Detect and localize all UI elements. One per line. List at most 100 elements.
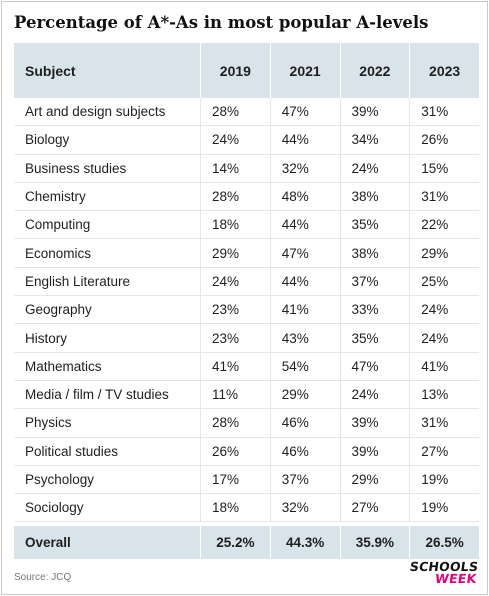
value-cell: 14% [200,154,270,183]
value-cell: 24% [339,154,410,183]
value-cell: 35% [339,324,410,353]
subject-cell: Sociology [14,494,200,523]
table-row: Media / film / TV studies 11% 29% 24% 13% [14,380,479,410]
table-row: Political studies 26% 46% 39% 27% [14,437,479,466]
subject-cell: Chemistry [14,183,200,212]
value-cell: 25.2% [200,526,270,560]
value-cell: 18% [200,494,270,523]
value-cell: 29% [269,380,340,410]
value-cell: 17% [200,465,270,495]
value-cell: 18% [200,211,270,240]
table-row: Economics 29% 47% 38% 29% [14,239,479,268]
table-row: History 23% 43% 35% 24% [14,324,479,353]
value-cell: 32% [269,154,340,183]
value-cell: 27% [409,437,479,466]
value-cell: 39% [339,98,410,127]
subject-cell: Computing [14,211,200,240]
subject-cell: Physics [14,409,200,438]
table-row: Art and design subjects 28% 47% 39% 31% [14,98,479,127]
table-row: Computing 18% 44% 35% 22% [14,211,479,240]
value-cell: 31% [409,98,479,127]
value-cell: 35.9% [339,526,410,560]
value-cell: 38% [339,239,410,268]
subject-cell: Art and design subjects [14,98,200,127]
table-row: Business studies 14% 32% 24% 15% [14,154,479,183]
table-row: Biology 24% 44% 34% 26% [14,126,479,155]
value-cell: 23% [200,296,270,325]
table-row: Geography 23% 41% 33% 24% [14,296,479,325]
value-cell: 35% [339,211,410,240]
table-row: Mathematics 41% 54% 47% 41% [14,352,479,381]
logo-line-2: WEEK [433,571,478,586]
value-cell: 27% [339,494,410,523]
value-cell: 15% [409,154,479,183]
value-cell: 28% [200,98,270,127]
value-cell: 24% [339,380,410,410]
value-cell: 2023 [409,43,479,98]
value-cell: 24% [409,324,479,353]
value-cell: 24% [200,126,270,155]
value-cell: 2021 [269,43,340,98]
value-cell: 39% [339,437,410,466]
value-cell: 29% [409,239,479,268]
subject-cell: Media / film / TV studies [14,381,200,410]
value-cell: 24% [200,267,270,297]
value-cell: 26.5% [409,526,479,560]
schools-week-logo: SCHOOLS WEEK [407,559,479,586]
value-cell: 44% [269,126,340,155]
subject-cell: Economics [14,239,200,268]
value-cell: 24% [409,296,479,325]
value-cell: 44% [269,211,340,240]
subject-cell: Mathematics [14,353,200,381]
table-row: Physics 28% 46% 39% 31% [14,409,479,438]
subject-cell: Subject [25,62,76,79]
table-header-row: Subject 2019 2021 2022 2023 [14,43,479,98]
value-cell: 22% [409,211,479,240]
value-cell: 11% [200,380,270,410]
value-cell: 39% [339,409,410,438]
value-cell: 48% [269,182,340,212]
value-cell: 26% [200,437,270,466]
source-note: Source: JCQ [14,572,72,583]
subject-cell: Geography [14,296,200,325]
value-cell: 47% [269,239,340,268]
value-cell: 43% [269,324,340,353]
value-cell: 34% [339,126,410,155]
subject-cell: Overall [25,535,71,551]
value-cell: 32% [269,494,340,523]
value-cell: 41% [269,296,340,325]
subject-cell: History [14,324,200,353]
value-cell: 37% [339,267,410,297]
subject-cell: Psychology [14,466,200,495]
value-cell: 29% [339,465,410,495]
subject-cell: Political studies [14,438,200,466]
table-row: Psychology 17% 37% 29% 19% [14,465,479,495]
value-cell: 26% [409,126,479,155]
chart-title: Percentage of A*-As in most popular A-le… [14,13,429,32]
value-cell: 38% [339,182,410,212]
value-cell: 46% [269,437,340,466]
value-cell: 37% [269,465,340,495]
value-cell: 19% [409,494,479,523]
subject-cell: Business studies [14,155,200,183]
subject-cell: Biology [14,126,200,155]
value-cell: 44% [269,267,340,297]
value-cell: 46% [269,409,340,438]
table-row: Chemistry 28% 48% 38% 31% [14,182,479,212]
value-cell: 44.3% [269,526,340,560]
value-cell: 13% [409,380,479,410]
value-cell: 19% [409,465,479,495]
data-table: Subject 2019 2021 2022 2023 Art and design su… [14,43,479,560]
value-cell: 41% [409,352,479,381]
value-cell: 54% [269,352,340,381]
value-cell: 47% [269,98,340,127]
value-cell: 25% [409,267,479,297]
value-cell: 2019 [200,43,270,98]
value-cell: 23% [200,324,270,353]
table-footer-row: Overall 25.2% 44.3% 35.9% 26.5% [14,526,479,560]
value-cell: 29% [200,239,270,268]
value-cell: 33% [339,296,410,325]
value-cell: 41% [200,352,270,381]
value-cell: 31% [409,182,479,212]
